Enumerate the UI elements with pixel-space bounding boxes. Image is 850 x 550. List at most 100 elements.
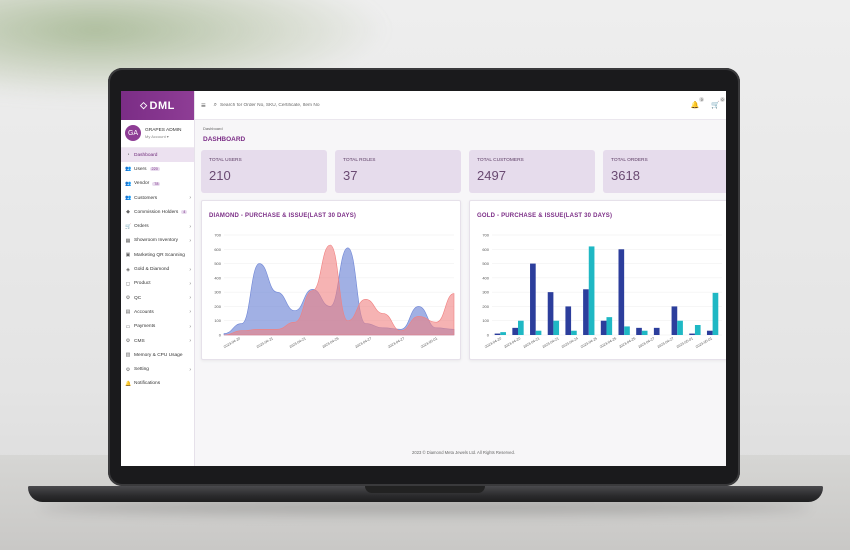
- x-tick-label: 2023-05-01: [420, 336, 438, 349]
- cart-icon: 🛒: [125, 223, 132, 230]
- y-tick-label: 400: [214, 275, 221, 280]
- bar-series-1: [712, 292, 719, 335]
- inventory-icon: ▦: [125, 237, 131, 244]
- stat-value: 210: [209, 168, 231, 183]
- chevron-right-icon: ›: [189, 338, 191, 344]
- sidebar-item-qc[interactable]: ⚙ QC ›: [121, 291, 194, 305]
- sidebar-item-label: Payments: [134, 324, 156, 330]
- bar-series-1: [588, 246, 595, 335]
- y-tick-label: 200: [214, 304, 221, 309]
- y-tick-label: 400: [482, 275, 489, 280]
- users-icon: 👥: [125, 166, 132, 173]
- stat-value: 37: [343, 168, 358, 183]
- stat-value: 2497: [477, 168, 506, 183]
- sidebar-item-label: Vendor: [134, 181, 150, 187]
- x-tick-label: 2023-04-26: [618, 336, 636, 349]
- sidebar-item-vendor[interactable]: 👥 Vendor 78: [121, 177, 194, 191]
- sidebar-item-accounts[interactable]: ▤ Accounts ›: [121, 305, 194, 319]
- cart-icon[interactable]: 🛒 0: [711, 97, 725, 109]
- laptop-screen: ◇ DML GA GRAPES ADMIN My Account ▾ ◔ Dash…: [121, 91, 726, 466]
- stat-card-customers: TOTAL CUSTOMERS 2497: [469, 150, 595, 193]
- stat-label: TOTAL ROLES: [343, 158, 376, 163]
- x-tick-label: 2023-04-27: [387, 336, 405, 349]
- y-tick-label: 500: [482, 261, 489, 266]
- sidebar-item-gold-diamond[interactable]: ◈ Gold & Diamond ›: [121, 262, 194, 276]
- sidebar-item-label: Marketing QR Scanning: [134, 252, 185, 258]
- sidebar-item-label: Customers: [134, 195, 158, 201]
- bar-series-0: [689, 333, 695, 335]
- bar-series-0: [530, 263, 536, 335]
- user-block: GA GRAPES ADMIN My Account ▾: [121, 120, 194, 148]
- bar-series-0: [494, 333, 501, 335]
- y-tick-label: 600: [214, 247, 221, 252]
- chevron-right-icon: ›: [189, 309, 191, 316]
- y-tick-label: 0: [219, 333, 222, 338]
- laptop-notch: [365, 486, 485, 493]
- count-badge: 220: [149, 167, 160, 172]
- x-tick-label: 2023-04-25: [580, 336, 598, 349]
- stat-card-roles: TOTAL ROLES 37: [335, 150, 461, 193]
- stat-label: TOTAL CUSTOMERS: [477, 158, 524, 163]
- sidebar-item-memory-cpu-usage[interactable]: ▥ Memory & CPU Usage: [121, 348, 194, 362]
- bar-series-1: [677, 320, 683, 335]
- sidebar-item-orders[interactable]: 🛒 Orders ›: [121, 219, 194, 233]
- notification-bell-icon[interactable]: 🔔 0: [690, 97, 705, 109]
- footer: 2023 © Diamond Meta Jewels Ltd. All Righ…: [412, 450, 515, 455]
- bar-series-0: [600, 320, 607, 335]
- bell-icon: 🔔: [125, 380, 132, 387]
- gold-chart-panel: GOLD - PURCHASE & ISSUE(LAST 30 DAYS) 0 1…: [469, 200, 726, 360]
- sidebar-item-setting[interactable]: ⚙ Setting ›: [121, 362, 194, 376]
- sidebar-item-label: Orders: [134, 224, 149, 230]
- sidebar-item-label: Setting: [134, 367, 149, 373]
- hamburger-icon[interactable]: ≡: [201, 100, 206, 110]
- search-input[interactable]: [220, 102, 371, 108]
- y-tick-label: 100: [214, 318, 221, 323]
- diamond-area-chart: 0 100 200 300 400 500 600 700 2023-04-20 2023-04-…: [214, 233, 455, 349]
- sidebar-item-commission-holders[interactable]: ◆ Commission Holders 4: [121, 205, 194, 219]
- sidebar-item-label: Gold & Diamond: [134, 267, 170, 273]
- topbar: ≡ ⌕ 🔔 0 🛒 0: [195, 91, 726, 120]
- x-tick-label: 2023-04-24: [561, 336, 579, 349]
- diamond-logo-icon: ◇: [140, 100, 148, 110]
- bar-series-1: [641, 330, 648, 335]
- x-tick-label: 2023-05-01: [676, 336, 694, 349]
- sidebar-nav: ◔ Dashboard 👥 Users 220 👥 Vendor 78 👥 Customers › ◆…: [121, 148, 194, 391]
- logo[interactable]: ◇ DML: [121, 91, 194, 120]
- sidebar-item-cms[interactable]: ⚙ CMS ›: [121, 334, 194, 348]
- y-tick-label: 200: [482, 304, 489, 309]
- y-tick-label: 600: [482, 247, 489, 252]
- chevron-right-icon: ›: [189, 266, 191, 273]
- y-tick-label: 300: [482, 290, 489, 295]
- memory-icon: ▥: [125, 352, 131, 359]
- sidebar-item-dashboard[interactable]: ◔ Dashboard: [121, 148, 194, 163]
- notification-count: 0: [699, 97, 705, 102]
- dashboard-icon: ◔: [126, 152, 130, 159]
- sidebar-item-customers[interactable]: 👥 Customers ›: [121, 191, 194, 205]
- diamond-chart-panel: DIAMOND - PURCHASE & ISSUE(LAST 30 DAYS)…: [201, 200, 461, 360]
- x-tick-label: 2023-04-21: [522, 336, 540, 349]
- sidebar-item-label: QC: [134, 295, 142, 301]
- sidebar-item-showroom-inventory[interactable]: ▦ Showroom Inventory ›: [121, 234, 194, 248]
- sidebar-item-users[interactable]: 👥 Users 220: [121, 162, 194, 176]
- sidebar-item-marketing-qr-scanning[interactable]: ▣ Marketing QR Scanning: [121, 248, 194, 262]
- sidebar-item-label: Memory & CPU Usage: [134, 352, 183, 358]
- my-account-link[interactable]: My Account ▾: [145, 133, 169, 139]
- sidebar-item-label: Showroom Inventory: [134, 238, 178, 244]
- bar-series-0: [636, 327, 642, 335]
- bar-series-1: [518, 320, 524, 335]
- x-tick-label: 2023-04-21: [542, 336, 560, 349]
- count-badge: 78: [152, 181, 161, 186]
- user-name: GRAPES ADMIN: [145, 127, 182, 133]
- accounts-icon: ▤: [125, 309, 131, 316]
- sidebar-item-notifications[interactable]: 🔔 Notifications: [121, 377, 194, 391]
- y-tick-label: 700: [214, 233, 221, 238]
- breadcrumb[interactable]: Dashboard: [203, 126, 223, 131]
- x-tick-label: 2023-04-20: [484, 336, 502, 349]
- avatar[interactable]: GA: [125, 125, 141, 141]
- sidebar-item-payments[interactable]: ▭ Payments ›: [121, 320, 194, 334]
- sidebar-item-product[interactable]: ◻ Product ›: [121, 277, 194, 291]
- sidebar-item-label: Accounts: [134, 309, 154, 315]
- bar-series-0: [706, 330, 713, 335]
- sidebar: ◇ DML GA GRAPES ADMIN My Account ▾ ◔ Dash…: [121, 91, 195, 466]
- y-tick-label: 500: [214, 261, 221, 266]
